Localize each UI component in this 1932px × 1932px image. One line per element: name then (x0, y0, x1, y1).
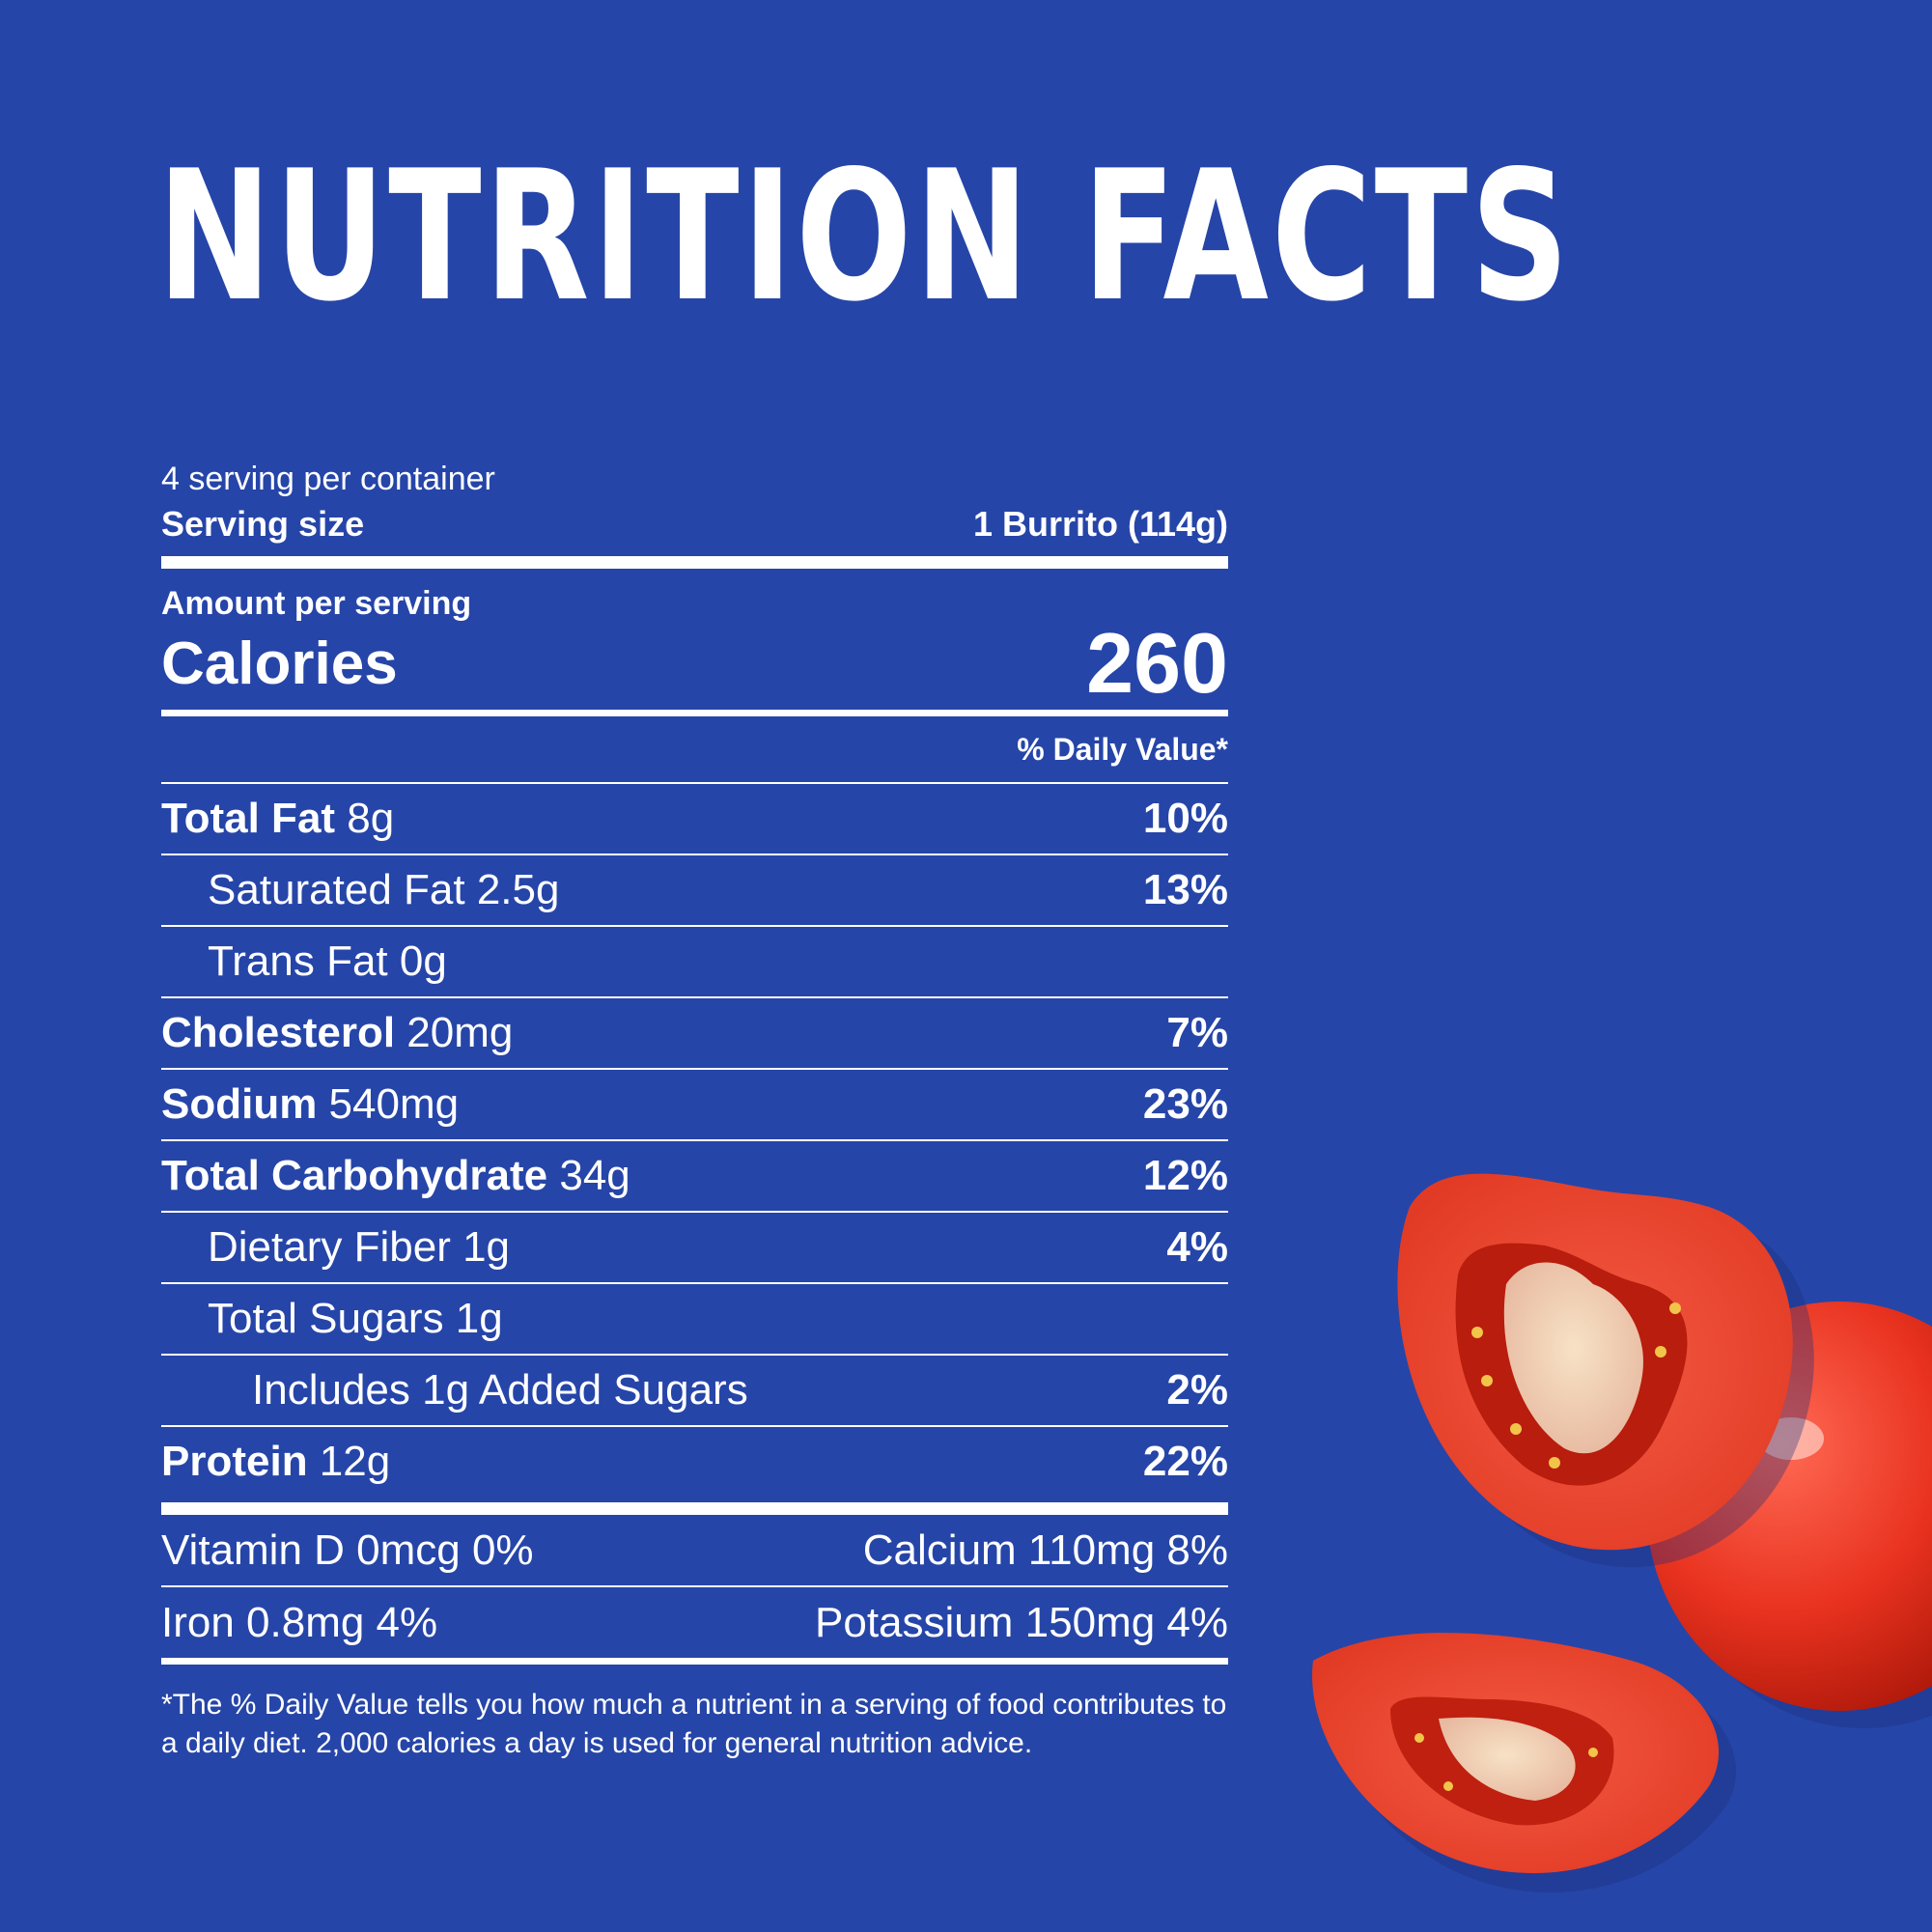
nutrient-name: Total Fat (161, 795, 336, 842)
divider-thin (161, 925, 1228, 927)
divider-thin (161, 782, 1228, 784)
vitamin-left: Iron 0.8mg 4% (161, 1598, 438, 1646)
divider-thin (161, 1354, 1228, 1356)
nutrient-row-total-sugars: Total Sugars 1g (161, 1284, 1228, 1354)
servings-per-container: 4 serving per container (161, 461, 495, 497)
nutrient-amount: 8g (335, 795, 395, 842)
nutrient-pct: 13% (1142, 866, 1228, 913)
divider-thin (161, 1139, 1228, 1141)
divider-thin (161, 1282, 1228, 1284)
divider-thin (161, 1068, 1228, 1070)
nutrient-pct: 12% (1142, 1152, 1228, 1199)
calories-row: Calories 260 (161, 615, 1228, 711)
nutrient-pct: 7% (1166, 1009, 1228, 1056)
nutrient-row-total-fat: Total Fat 8g 10% (161, 784, 1228, 854)
nutrient-name: Total Sugars 1g (208, 1295, 503, 1342)
vitamin-right: Calcium 110mg 8% (862, 1526, 1228, 1574)
nutrient-amount: 20mg (395, 1009, 514, 1056)
nutrient-row-protein: Protein 12g 22% (161, 1427, 1228, 1497)
nutrient-name: Protein (161, 1438, 308, 1485)
divider-thin (161, 854, 1228, 855)
tomato-wedge (1312, 1633, 1737, 1893)
nutrition-facts-panel: 4 serving per container Serving size 1 B… (161, 456, 1228, 1763)
divider-thick (161, 556, 1228, 569)
nutrient-pct: 23% (1142, 1080, 1228, 1128)
vitamin-right: Potassium 150mg 4% (815, 1598, 1228, 1646)
daily-value-label: % Daily Value* (1017, 731, 1228, 767)
divider-medium (161, 1658, 1228, 1665)
half-tomato (1397, 1173, 1814, 1568)
nutrient-row-sodium: Sodium 540mg 23% (161, 1070, 1228, 1139)
calories-value: 260 (1086, 615, 1228, 711)
amount-per-serving: Amount per serving (161, 585, 472, 622)
nutrient-row-cholesterol: Cholesterol 20mg 7% (161, 998, 1228, 1068)
nutrient-name: Includes 1g Added Sugars (252, 1366, 748, 1414)
nutrient-name: Cholesterol (161, 1009, 396, 1056)
divider-thin (161, 1211, 1228, 1213)
nutrient-pct: 2% (1166, 1366, 1228, 1414)
nutrient-name: Dietary Fiber 1g (208, 1223, 511, 1271)
nutrient-amount: 540mg (317, 1080, 460, 1128)
divider-thick (161, 1502, 1228, 1515)
page-title: NUTRITION FACTS (157, 131, 1573, 341)
nutrient-name: Sodium (161, 1080, 318, 1128)
nutrient-row-saturated-fat: Saturated Fat 2.5g 13% (161, 855, 1228, 925)
vitamin-row: Iron 0.8mg 4% Potassium 150mg 4% (161, 1587, 1228, 1658)
serving-size-value: 1 Burrito (114g) (972, 504, 1228, 544)
calories-label: Calories (161, 630, 398, 697)
vitamin-left: Vitamin D 0mcg 0% (161, 1526, 534, 1574)
daily-value-header: % Daily Value* (161, 716, 1228, 782)
divider-thin (161, 996, 1228, 998)
nutrient-row-total-carbohydrate: Total Carbohydrate 34g 12% (161, 1141, 1228, 1211)
nutrient-row-added-sugars: Includes 1g Added Sugars 2% (161, 1356, 1228, 1425)
nutrient-row-trans-fat: Trans Fat 0g (161, 927, 1228, 996)
vitamin-row: Vitamin D 0mcg 0% Calcium 110mg 8% (161, 1515, 1228, 1585)
nutrient-pct: 4% (1166, 1223, 1228, 1271)
nutrient-name: Total Carbohydrate (161, 1152, 548, 1199)
serving-size-row: Serving size 1 Burrito (114g) (161, 502, 1228, 546)
nutrient-row-dietary-fiber: Dietary Fiber 1g 4% (161, 1213, 1228, 1282)
nutrient-pct: 10% (1142, 795, 1228, 842)
divider-thin (161, 1425, 1228, 1427)
serving-size-label: Serving size (161, 504, 365, 544)
nutrient-amount: 34g (547, 1152, 630, 1199)
divider-thin (161, 1585, 1228, 1587)
nutrient-pct: 22% (1142, 1438, 1228, 1485)
divider-medium (161, 710, 1228, 716)
nutrient-name: Saturated Fat 2.5g (208, 866, 560, 913)
nutrient-name: Trans Fat 0g (208, 938, 447, 985)
nutrient-amount: 12g (307, 1438, 391, 1485)
footnote: *The % Daily Value tells you how much a … (161, 1689, 1227, 1759)
